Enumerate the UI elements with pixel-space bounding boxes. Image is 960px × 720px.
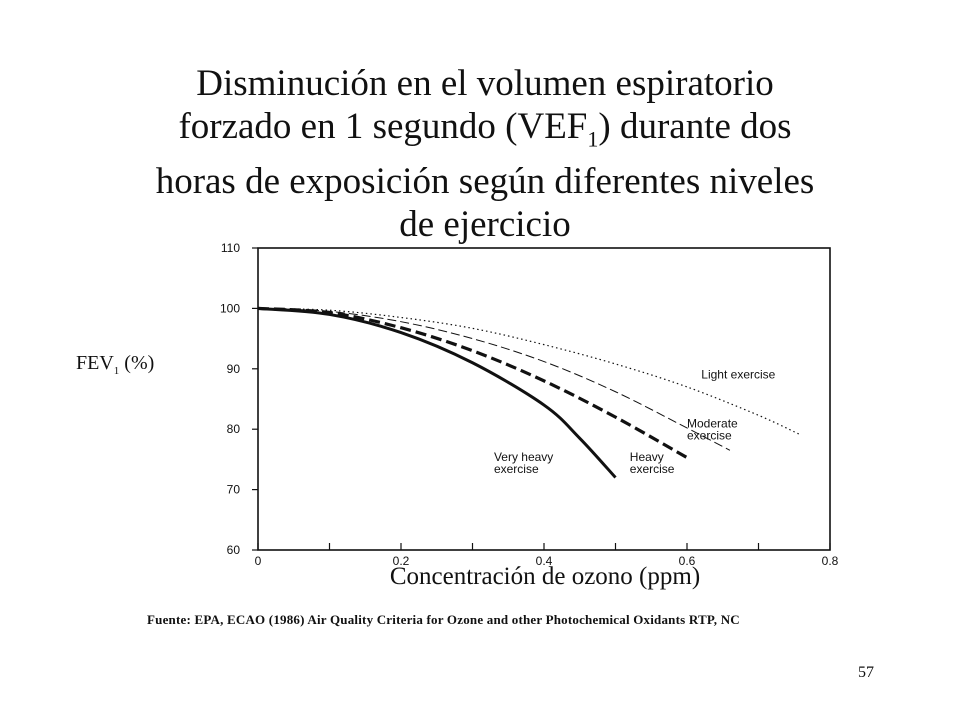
curve-label-line: Moderate <box>687 416 738 430</box>
x-tick-label: 0.2 <box>393 554 410 568</box>
series-line-light-exercise <box>257 307 802 436</box>
title-line-4: de ejercicio <box>399 204 571 246</box>
curve-label-heavy-exercise: Heavy exercise <box>630 450 675 476</box>
curve-label-line: exercise <box>687 428 732 442</box>
series-line-moderate-exercise <box>257 307 731 451</box>
y-tick-label: 90 <box>227 362 241 376</box>
series-line-very-heavy-exercise <box>257 306 617 479</box>
curve-label-line: Light exercise <box>701 367 775 381</box>
y-axis-label: FEV1 (%) <box>76 352 154 377</box>
series-line-heavy-exercise <box>257 306 688 459</box>
title-line-2-post: ) durante dos <box>598 106 792 147</box>
title-line-2-sub: 1 <box>587 126 599 152</box>
x-tick-label: 0.6 <box>679 554 696 568</box>
source-citation: Fuente: EPA, ECAO (1986) Air Quality Cri… <box>147 612 740 627</box>
axes <box>257 247 831 551</box>
y-axis-label-post: (%) <box>119 352 155 374</box>
x-tick-label: 0 <box>255 554 262 568</box>
title-line-1: Disminución en el volumen espiratorio <box>196 63 774 104</box>
curve-label-moderate-exercise: Moderate exercise <box>687 416 738 442</box>
x-tick-label: 0.8 <box>822 554 839 568</box>
y-tick-label: 60 <box>227 543 241 557</box>
x-tick-label: 0.4 <box>536 554 553 568</box>
page-number: 57 <box>858 664 874 681</box>
x-axis-label: Concentración de ozono (ppm) <box>389 563 701 590</box>
y-tick-label: 70 <box>227 483 241 497</box>
y-tick-label: 80 <box>227 422 241 436</box>
title-line-2-pre: forzado en 1 segundo (VEF <box>178 106 588 147</box>
curve-label-line: Very heavy <box>494 450 553 464</box>
curve-label-line: Heavy <box>630 450 664 464</box>
y-tick-label: 110 <box>221 241 240 255</box>
y-tick-label: 100 <box>220 301 240 315</box>
curve-label-line: exercise <box>630 462 675 476</box>
curve-label-very-heavy-exercise: Very heavy exercise <box>494 450 553 476</box>
y-axis-label-pre: FEV <box>76 352 114 374</box>
chart-title: Disminución en el volumen espiratorio fo… <box>60 62 910 246</box>
series-lines <box>257 306 802 479</box>
title-line-3: horas de exposición según diferentes niv… <box>155 161 815 203</box>
axis-ticks: 0 0.2 0.4 0.6 0.8 60 70 80 90 100 110 <box>220 241 839 568</box>
plot-frame <box>257 247 831 551</box>
y-axis-label-sub: 1 <box>113 365 120 377</box>
curve-label-line: exercise <box>494 462 539 476</box>
curve-label-light-exercise: Light exercise <box>701 367 775 381</box>
